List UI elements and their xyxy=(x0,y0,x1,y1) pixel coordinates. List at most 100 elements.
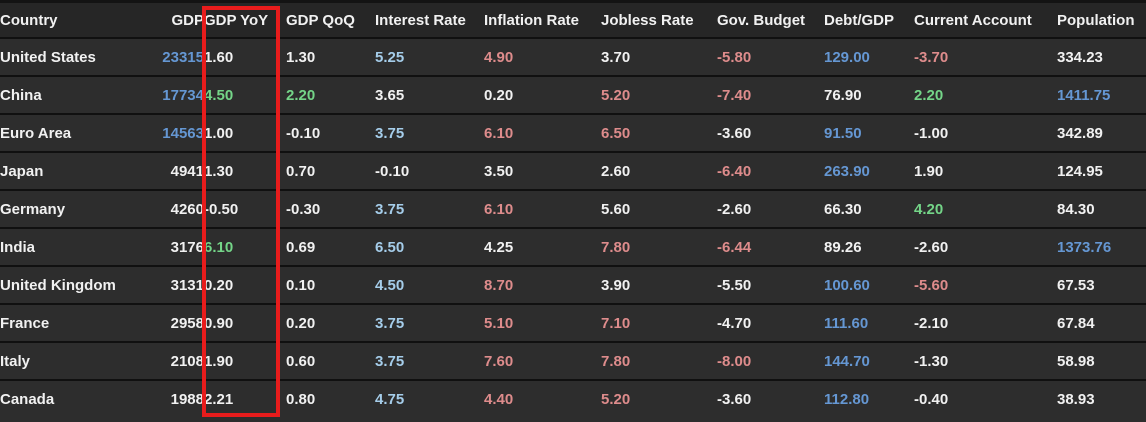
cell-interest[interactable]: 3.75 xyxy=(375,352,405,370)
cell-jobless[interactable]: 3.70 xyxy=(601,48,631,66)
cell-inflation[interactable]: 0.20 xyxy=(484,86,514,104)
cell-gov_budget[interactable]: -2.60 xyxy=(717,200,752,218)
country-cell[interactable]: Euro Area xyxy=(0,124,72,142)
cell-jobless[interactable]: 2.60 xyxy=(601,162,631,180)
cell-population[interactable]: 67.84 xyxy=(1057,314,1095,332)
cell-inflation[interactable]: 6.10 xyxy=(484,200,514,218)
cell-gdp_yoy[interactable]: 1.60 xyxy=(204,48,234,66)
cell-gdp_yoy[interactable]: 4.50 xyxy=(204,86,234,104)
cell-jobless[interactable]: 7.10 xyxy=(601,314,631,332)
cell-debt_gdp[interactable]: 144.70 xyxy=(824,352,870,370)
cell-debt_gdp[interactable]: 100.60 xyxy=(824,276,870,294)
cell-debt_gdp[interactable]: 129.00 xyxy=(824,48,870,66)
cell-gdp[interactable]: 3176 xyxy=(170,238,204,256)
cell-debt_gdp[interactable]: 111.60 xyxy=(824,314,869,332)
cell-gdp_qoq[interactable]: 1.30 xyxy=(286,48,316,66)
cell-gdp[interactable]: 2958 xyxy=(170,314,204,332)
cell-gdp[interactable]: 4260 xyxy=(170,200,204,218)
cell-gdp_yoy[interactable]: 0.90 xyxy=(204,314,234,332)
cell-debt_gdp[interactable]: 112.80 xyxy=(824,391,870,408)
country-cell[interactable]: United Kingdom xyxy=(0,276,116,294)
cell-current_account[interactable]: -2.60 xyxy=(914,238,949,256)
cell-gov_budget[interactable]: -5.80 xyxy=(717,48,752,66)
cell-gdp_qoq[interactable]: 0.20 xyxy=(286,314,316,332)
cell-gdp_yoy[interactable]: 1.90 xyxy=(204,352,234,370)
cell-gov_budget[interactable]: -4.70 xyxy=(717,314,752,332)
cell-jobless[interactable]: 6.50 xyxy=(601,124,631,142)
country-cell[interactable]: Japan xyxy=(0,162,44,180)
cell-current_account[interactable]: -0.40 xyxy=(914,391,949,408)
cell-gdp_yoy[interactable]: 0.20 xyxy=(204,276,234,294)
cell-population[interactable]: 124.95 xyxy=(1057,162,1103,180)
cell-jobless[interactable]: 7.80 xyxy=(601,352,631,370)
cell-debt_gdp[interactable]: 89.26 xyxy=(824,238,862,256)
cell-interest[interactable]: 4.75 xyxy=(375,391,405,408)
country-cell[interactable]: United States xyxy=(0,48,96,66)
cell-current_account[interactable]: -2.10 xyxy=(914,314,949,332)
cell-interest[interactable]: 5.25 xyxy=(375,48,405,66)
cell-debt_gdp[interactable]: 263.90 xyxy=(824,162,870,180)
cell-inflation[interactable]: 8.70 xyxy=(484,276,514,294)
cell-interest[interactable]: 3.75 xyxy=(375,124,405,142)
cell-inflation[interactable]: 7.60 xyxy=(484,352,514,370)
cell-gdp_yoy[interactable]: 1.30 xyxy=(204,162,234,180)
cell-interest[interactable]: -0.10 xyxy=(375,162,410,180)
cell-population[interactable]: 38.93 xyxy=(1057,391,1095,408)
cell-gov_budget[interactable]: -6.44 xyxy=(717,238,752,256)
cell-current_account[interactable]: -5.60 xyxy=(914,276,949,294)
cell-interest[interactable]: 3.65 xyxy=(375,86,405,104)
cell-inflation[interactable]: 4.25 xyxy=(484,238,514,256)
cell-jobless[interactable]: 7.80 xyxy=(601,238,631,256)
cell-current_account[interactable]: 4.20 xyxy=(914,200,944,218)
cell-gdp[interactable]: 23315 xyxy=(162,48,204,66)
cell-debt_gdp[interactable]: 66.30 xyxy=(824,200,862,218)
cell-gdp[interactable]: 14563 xyxy=(162,124,204,142)
cell-debt_gdp[interactable]: 76.90 xyxy=(824,86,862,104)
country-cell[interactable]: Italy xyxy=(0,352,31,370)
cell-inflation[interactable]: 3.50 xyxy=(484,162,514,180)
cell-gov_budget[interactable]: -3.60 xyxy=(717,124,752,142)
cell-gov_budget[interactable]: -6.40 xyxy=(717,162,752,180)
cell-interest[interactable]: 6.50 xyxy=(375,238,405,256)
cell-gdp_qoq[interactable]: -0.10 xyxy=(286,124,321,142)
cell-population[interactable]: 334.23 xyxy=(1057,48,1103,66)
cell-gdp_yoy[interactable]: 6.10 xyxy=(204,238,234,256)
cell-population[interactable]: 84.30 xyxy=(1057,200,1095,218)
cell-gdp_qoq[interactable]: -0.30 xyxy=(286,200,321,218)
cell-gdp_qoq[interactable]: 0.80 xyxy=(286,391,316,408)
country-cell[interactable]: Canada xyxy=(0,391,55,408)
cell-jobless[interactable]: 5.60 xyxy=(601,200,631,218)
cell-inflation[interactable]: 4.90 xyxy=(484,48,514,66)
cell-current_account[interactable]: 2.20 xyxy=(914,86,944,104)
cell-debt_gdp[interactable]: 91.50 xyxy=(824,124,862,142)
country-cell[interactable]: France xyxy=(0,314,50,332)
cell-gdp[interactable]: 17734 xyxy=(162,86,204,104)
cell-gdp[interactable]: 1988 xyxy=(170,391,204,408)
cell-population[interactable]: 342.89 xyxy=(1057,124,1103,142)
cell-gdp[interactable]: 2108 xyxy=(170,352,204,370)
cell-jobless[interactable]: 3.90 xyxy=(601,276,631,294)
cell-inflation[interactable]: 5.10 xyxy=(484,314,514,332)
cell-gdp[interactable]: 4941 xyxy=(170,162,204,180)
cell-population[interactable]: 1411.75 xyxy=(1057,86,1111,104)
cell-gdp_yoy[interactable]: 2.21 xyxy=(204,391,234,408)
cell-gdp_qoq[interactable]: 0.10 xyxy=(286,276,316,294)
country-cell[interactable]: India xyxy=(0,238,36,256)
cell-gdp_qoq[interactable]: 0.60 xyxy=(286,352,316,370)
cell-interest[interactable]: 3.75 xyxy=(375,314,405,332)
cell-inflation[interactable]: 6.10 xyxy=(484,124,514,142)
cell-current_account[interactable]: 1.90 xyxy=(914,162,944,180)
cell-population[interactable]: 1373.76 xyxy=(1057,238,1112,256)
cell-gdp_yoy[interactable]: -0.50 xyxy=(204,200,239,218)
cell-gov_budget[interactable]: -7.40 xyxy=(717,86,752,104)
cell-gov_budget[interactable]: -3.60 xyxy=(717,391,752,408)
cell-inflation[interactable]: 4.40 xyxy=(484,391,514,408)
cell-gdp_yoy[interactable]: 1.00 xyxy=(204,124,234,142)
cell-current_account[interactable]: -1.00 xyxy=(914,124,949,142)
cell-jobless[interactable]: 5.20 xyxy=(601,391,631,408)
cell-jobless[interactable]: 5.20 xyxy=(601,86,631,104)
cell-gdp_qoq[interactable]: 0.70 xyxy=(286,162,316,180)
cell-current_account[interactable]: -1.30 xyxy=(914,352,949,370)
cell-interest[interactable]: 3.75 xyxy=(375,200,405,218)
cell-gdp_qoq[interactable]: 2.20 xyxy=(286,86,316,104)
